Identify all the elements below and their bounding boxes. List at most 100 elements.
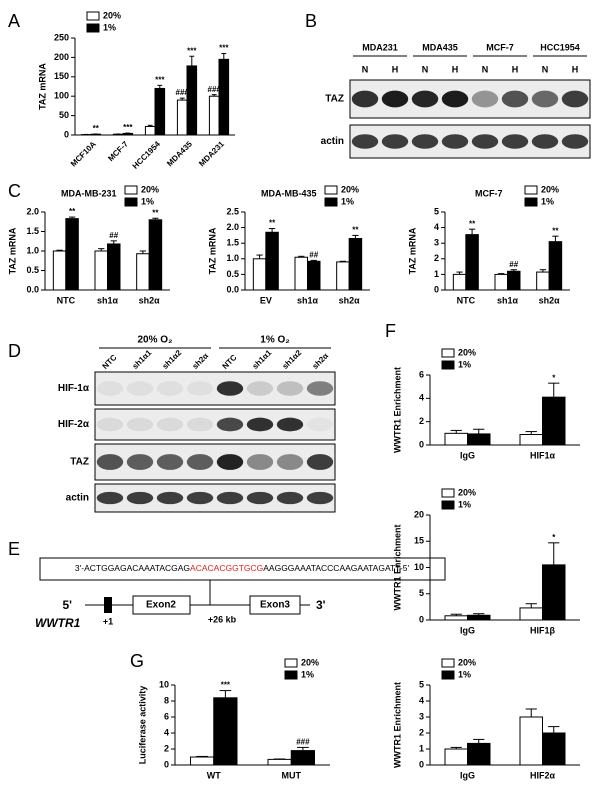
y-tick-label: 10 — [159, 679, 169, 689]
y-tick-label: 1.5 — [26, 226, 39, 236]
band — [126, 454, 154, 470]
x-tick-label: IgG — [460, 450, 475, 460]
legend-swatch — [441, 488, 455, 498]
bar — [519, 434, 543, 446]
y-axis-label: Luciferase activity — [137, 686, 147, 765]
y-axis-label: WWTR1 Enrichment — [392, 682, 402, 768]
cell-line-label: HCC1954 — [540, 42, 580, 52]
lane-label: H — [392, 64, 399, 74]
band — [156, 381, 184, 396]
bar — [536, 271, 550, 291]
band — [381, 90, 409, 108]
legend-swatch — [124, 185, 138, 195]
panel-label: F — [385, 321, 396, 341]
lane-label: N — [542, 64, 549, 74]
legend-swatch — [441, 500, 455, 510]
y-tick-label: 1 — [434, 269, 439, 279]
panel-label: A — [8, 11, 20, 31]
exon3-label: Exon3 — [260, 600, 290, 611]
significance-marker: ## — [109, 231, 118, 240]
legend-swatch — [324, 185, 338, 195]
band — [156, 417, 184, 432]
y-tick-label: 250 — [54, 32, 69, 42]
significance-marker: *** — [221, 681, 231, 690]
band — [186, 491, 214, 505]
significance-marker: *** — [219, 44, 229, 53]
sequence-right: AAGGGAAATACCCAAGAATAGATT-5' — [263, 563, 409, 573]
significance-marker: *** — [187, 46, 197, 55]
band — [246, 417, 274, 432]
y-tick-label: 5 — [419, 679, 424, 689]
band — [351, 90, 379, 108]
band — [471, 90, 499, 108]
blot-row-label: actin — [66, 493, 89, 504]
bar — [444, 432, 468, 446]
y-tick-label: 2 — [419, 727, 424, 737]
band — [216, 417, 244, 432]
lane-label: N — [422, 64, 429, 74]
band — [126, 381, 154, 396]
band — [471, 134, 499, 149]
significance-marker: * — [552, 373, 556, 382]
legend-label: 20% — [458, 347, 476, 357]
bar — [218, 58, 230, 136]
sequence-motif: ACACACGGTGCG — [190, 563, 263, 573]
x-tick-label: sh1α — [497, 295, 519, 305]
legend-swatch — [524, 185, 538, 195]
bar — [467, 433, 491, 446]
bar — [252, 258, 267, 291]
legend-label: 1% — [301, 669, 314, 679]
y-tick-label: 0 — [64, 129, 69, 139]
legend-label: 20% — [458, 487, 476, 497]
legend-swatch — [324, 197, 338, 207]
y-tick-label: 50 — [59, 110, 69, 120]
y-tick-label: 5 — [434, 206, 439, 216]
y-axis-label: WWTR1 Enrichment — [392, 367, 402, 453]
band — [561, 134, 589, 149]
y-axis-label: TAZ mRNA — [37, 63, 47, 110]
y-tick-label: 4 — [434, 222, 439, 232]
band — [186, 417, 214, 432]
legend-swatch — [284, 670, 298, 680]
band — [126, 417, 154, 432]
bar — [144, 125, 156, 136]
band — [216, 381, 244, 396]
tss-label: +1 — [103, 616, 113, 626]
legend-label: 1% — [341, 196, 354, 206]
three-prime: 3' — [316, 598, 326, 612]
x-tick-label: sh2α — [539, 295, 561, 305]
band — [246, 454, 274, 470]
y-tick-label: 2.5 — [226, 206, 239, 216]
significance-marker: ** — [269, 219, 276, 228]
blot-row-label: HIF-2α — [58, 419, 90, 430]
legend-label: 20% — [341, 184, 359, 194]
band — [501, 134, 529, 149]
x-tick-label: NTC — [457, 295, 476, 305]
band — [186, 381, 214, 396]
band — [411, 90, 439, 108]
band — [126, 491, 154, 505]
cell-line-label: MDA435 — [422, 42, 458, 52]
band — [441, 134, 469, 149]
bar — [548, 241, 563, 291]
legend-swatch — [441, 670, 455, 680]
legend-label: 1% — [458, 669, 471, 679]
x-tick-label: IgG — [460, 625, 475, 635]
y-tick-label: 10 — [414, 562, 424, 572]
blot-strip — [94, 371, 336, 406]
band — [96, 454, 124, 470]
sequence: 3'-ACTGGAGACAAATACGAGACACACGGTGCGAAGGGAA… — [75, 563, 410, 573]
bar — [213, 697, 238, 766]
significance-marker: ** — [69, 207, 76, 216]
significance-marker: ## — [509, 260, 518, 269]
chart-title: MDA-MB-231 — [61, 188, 117, 198]
band — [561, 90, 589, 108]
y-tick-label: 150 — [54, 71, 69, 81]
panel-label: E — [8, 539, 20, 559]
band — [531, 134, 559, 149]
y-tick-label: 0 — [164, 759, 169, 769]
band — [351, 134, 379, 149]
y-tick-label: 0.0 — [26, 284, 39, 294]
bar — [294, 256, 308, 291]
bar — [452, 273, 467, 291]
